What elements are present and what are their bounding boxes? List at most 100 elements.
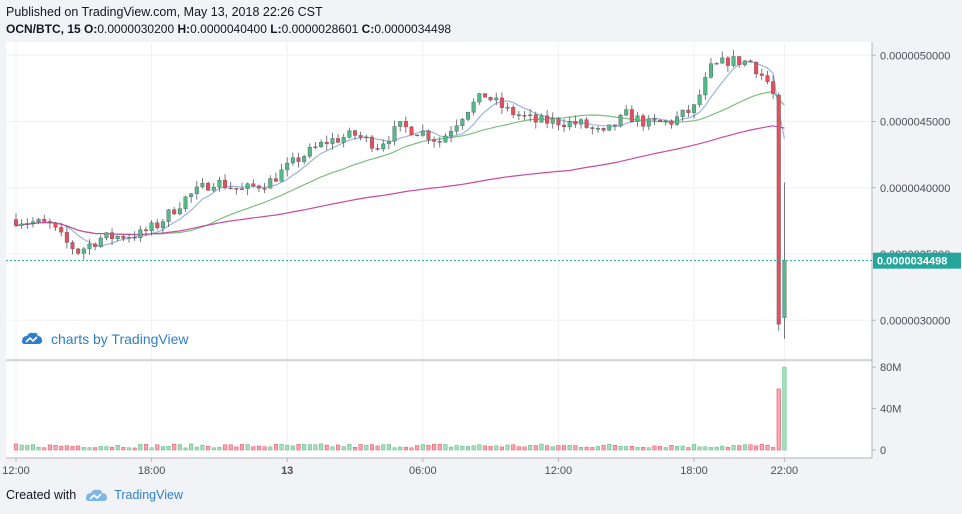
candle xyxy=(256,184,261,192)
volume-bar xyxy=(477,444,482,451)
candle xyxy=(138,225,143,243)
volume-bar xyxy=(771,447,776,451)
volume-bar xyxy=(494,445,499,451)
volume-bar xyxy=(352,447,358,451)
footer-brand-link[interactable]: TradingView xyxy=(114,488,183,502)
candle-body xyxy=(629,109,634,122)
footer: Created with TradingView xyxy=(6,488,183,502)
candle xyxy=(584,117,589,129)
candle xyxy=(268,175,273,189)
candle-body xyxy=(110,232,115,240)
candle xyxy=(126,233,131,243)
candle-body xyxy=(138,229,143,239)
volume-bar xyxy=(19,444,24,451)
candles xyxy=(13,50,787,339)
volume-bar xyxy=(324,444,329,451)
volume-tick-label: 0 xyxy=(880,445,886,457)
candle-body xyxy=(720,57,725,64)
candle-body xyxy=(296,157,301,162)
volume-bar xyxy=(319,443,324,451)
candle-body xyxy=(313,146,318,149)
volume-bar xyxy=(285,444,290,451)
volume-pane-background xyxy=(6,362,872,458)
volume-bar xyxy=(313,444,318,451)
candle xyxy=(81,246,86,260)
candle-body xyxy=(556,118,561,126)
tradingview-cloud-icon xyxy=(86,489,108,501)
chart-header: Published on TradingView.com, May 13, 20… xyxy=(6,4,451,38)
volume-bar xyxy=(228,444,233,451)
candle-body xyxy=(567,121,572,128)
candlestick-chart[interactable]: 0.0000050000 0.0000045000 0.0000040000 0.00… xyxy=(0,42,962,484)
candle-body xyxy=(708,63,713,78)
candle-body xyxy=(663,120,668,123)
candle-body xyxy=(143,229,148,232)
candle-body xyxy=(782,260,787,318)
candle-body xyxy=(386,140,391,145)
candle-body xyxy=(25,223,30,225)
volume-bar xyxy=(121,447,126,451)
ohlc-line: OCN/BTC, 15 O:0.0000030200 H:0.000004040… xyxy=(6,21,451,38)
volume-bar xyxy=(76,445,81,451)
candle xyxy=(624,104,629,117)
candle-body xyxy=(104,232,109,239)
candle xyxy=(754,61,759,79)
candle-body xyxy=(454,125,459,132)
volume-bar xyxy=(742,444,747,451)
candle-body xyxy=(528,114,533,116)
candle-body xyxy=(624,109,629,116)
candle-body xyxy=(172,209,177,215)
candle xyxy=(703,72,708,100)
time-tick-label: 12:00 xyxy=(545,465,573,477)
candle xyxy=(251,179,256,188)
candle xyxy=(612,124,617,131)
candle xyxy=(36,217,41,225)
volume-bar xyxy=(341,446,346,451)
ma-line xyxy=(15,60,785,247)
volume-bar xyxy=(330,446,335,451)
candle-body xyxy=(692,104,697,113)
volume-bar xyxy=(64,445,69,451)
volume-bar xyxy=(488,446,493,451)
candle-body xyxy=(522,115,527,117)
candle xyxy=(375,143,380,151)
volume-bar xyxy=(573,445,578,451)
candle xyxy=(59,222,64,237)
candle-body xyxy=(754,61,759,75)
candle xyxy=(759,68,764,81)
candle xyxy=(392,120,397,146)
watermark-text: charts by TradingView xyxy=(51,331,189,347)
candle-body xyxy=(748,60,753,63)
candle xyxy=(675,111,680,127)
candle-body xyxy=(381,143,386,150)
candle xyxy=(629,105,634,122)
candle-body xyxy=(771,81,776,94)
volume-bar xyxy=(432,444,437,451)
candle xyxy=(471,98,476,116)
volume-bar xyxy=(98,446,103,451)
candle xyxy=(556,117,561,131)
volume-bar xyxy=(686,447,691,451)
candle-body xyxy=(375,148,380,150)
volume-bar xyxy=(697,446,702,451)
volume-bar xyxy=(567,445,572,451)
candle-body xyxy=(579,119,584,125)
volume-bar xyxy=(652,445,657,451)
volume-bar xyxy=(223,444,228,451)
candle-body xyxy=(336,138,341,143)
candle xyxy=(115,235,120,242)
candle xyxy=(409,126,414,136)
candle-body xyxy=(262,187,267,190)
candle xyxy=(369,135,374,152)
volume-bar xyxy=(612,445,617,451)
volume-bar xyxy=(115,445,120,451)
volume-bar xyxy=(607,444,612,451)
candle xyxy=(579,117,584,129)
candle xyxy=(93,242,98,251)
candle-body xyxy=(369,136,374,149)
candle-body xyxy=(460,119,465,126)
candle xyxy=(522,111,527,121)
candle-body xyxy=(420,130,425,136)
candle xyxy=(47,218,52,229)
candle-body xyxy=(494,97,499,101)
